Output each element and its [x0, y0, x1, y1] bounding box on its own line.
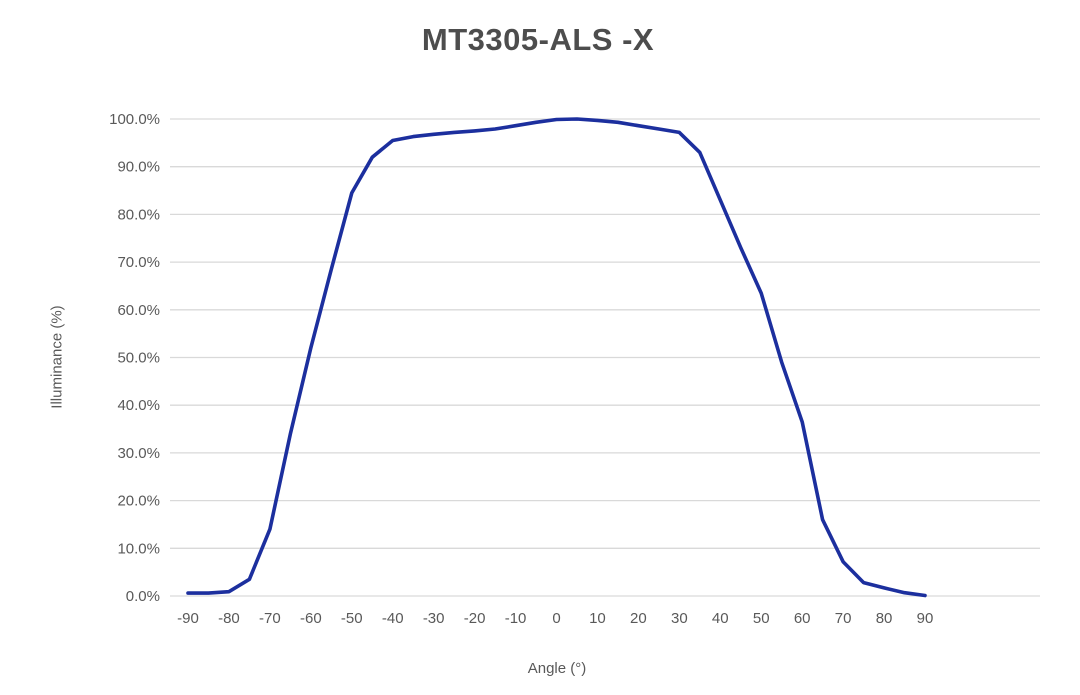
x-tick-label: 20	[630, 610, 647, 627]
x-tick-label: -10	[505, 610, 527, 627]
y-tick-label: 60.0%	[117, 302, 160, 319]
x-tick-label: -60	[300, 610, 322, 627]
series-line	[186, 117, 927, 598]
x-tick-label: 10	[589, 610, 606, 627]
x-tick-label: 0	[552, 610, 560, 627]
x-tick-label: 50	[753, 610, 770, 627]
y-tick-label: 10.0%	[117, 540, 160, 557]
y-tick-label: 80.0%	[117, 206, 160, 223]
x-tick-label: -80	[218, 610, 240, 627]
x-tick-label: 60	[794, 610, 811, 627]
x-tick-label: 70	[835, 610, 852, 627]
x-tick-label: -40	[382, 610, 404, 627]
y-tick-label: 0.0%	[126, 588, 160, 605]
x-tick-label: 90	[917, 610, 934, 627]
y-tick-label: 20.0%	[117, 493, 160, 510]
x-axis-title: Angle (°)	[527, 660, 587, 677]
x-tick-label: -30	[423, 610, 445, 627]
x-tick-label: -20	[464, 610, 486, 627]
x-tick-label: 30	[671, 610, 688, 627]
y-tick-label: 40.0%	[117, 397, 160, 414]
y-tick-label: 100.0%	[109, 111, 160, 128]
x-tick-label: 80	[876, 610, 893, 627]
y-tick-label: 70.0%	[117, 254, 160, 271]
x-tick-label: -90	[177, 610, 199, 627]
y-tick-label: 50.0%	[117, 350, 160, 367]
x-tick-label: -50	[341, 610, 363, 627]
x-tick-label: 40	[712, 610, 729, 627]
x-tick-label: -70	[259, 610, 281, 627]
chart-title: MT3305-ALS -X	[421, 22, 655, 57]
y-tick-label: 30.0%	[117, 445, 160, 462]
y-tick-label: 90.0%	[117, 159, 160, 176]
